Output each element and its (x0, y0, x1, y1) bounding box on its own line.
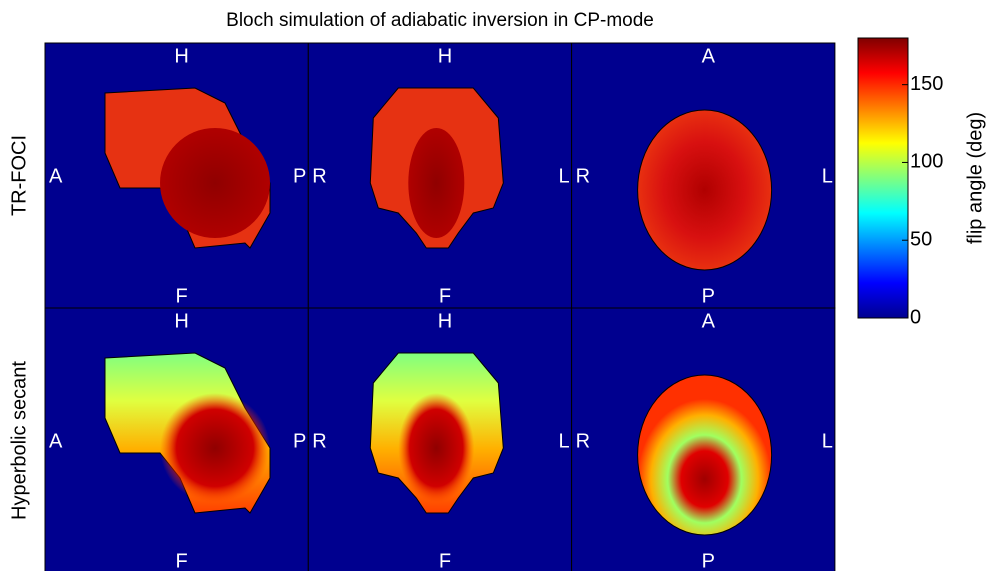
row-label: TR-FOCI (8, 135, 30, 216)
orientation-label: A (49, 165, 63, 187)
chart-title: Bloch simulation of adiabatic inversion … (226, 10, 654, 31)
brain-core (160, 393, 270, 503)
orientation-label: L (558, 165, 569, 187)
image-panel: H F A P (45, 43, 308, 308)
orientation-label: P (702, 550, 715, 571)
brain-core (408, 128, 464, 238)
orientation-label: L (558, 430, 569, 452)
orientation-label: L (822, 165, 833, 187)
colorbar-gradient (858, 38, 908, 318)
image-panel: H F R L (308, 43, 571, 308)
row-label: Hyperbolic secant (8, 361, 30, 520)
orientation-label: L (822, 430, 833, 452)
colorbar-tick-label: 100 (910, 151, 943, 173)
orientation-label: P (293, 430, 306, 452)
image-panel: A P R L (572, 43, 835, 308)
orientation-label: R (576, 430, 590, 452)
image-panel: A P R L (572, 308, 835, 571)
brain-core (398, 393, 474, 503)
colorbar-tick-label: 50 (910, 229, 932, 251)
orientation-label: P (702, 285, 715, 307)
orientation-label: R (312, 430, 326, 452)
colorbar-tick-label: 0 (910, 306, 921, 328)
brain-axial (638, 375, 772, 535)
colorbar: 0 50 100 150 flip angle (deg) (858, 38, 986, 328)
orientation-label: H (174, 45, 188, 67)
orientation-label: P (293, 165, 306, 187)
colorbar-tick-label: 150 (910, 73, 943, 95)
orientation-label: A (49, 430, 63, 452)
brain-axial (638, 110, 772, 270)
image-panel: H F A P (45, 308, 308, 571)
orientation-label: R (576, 165, 590, 187)
orientation-label: A (702, 310, 716, 332)
orientation-label: H (174, 310, 188, 332)
brain-core (160, 128, 270, 238)
orientation-label: H (438, 45, 452, 67)
colorbar-label: flip angle (deg) (964, 112, 986, 244)
orientation-label: F (439, 285, 451, 307)
orientation-label: F (176, 550, 188, 571)
orientation-label: H (438, 310, 452, 332)
figure: Bloch simulation of adiabatic inversion … (0, 0, 999, 571)
orientation-label: A (702, 45, 716, 67)
orientation-label: F (439, 550, 451, 571)
orientation-label: R (312, 165, 326, 187)
image-panel: H F R L (308, 308, 571, 571)
orientation-label: F (176, 285, 188, 307)
